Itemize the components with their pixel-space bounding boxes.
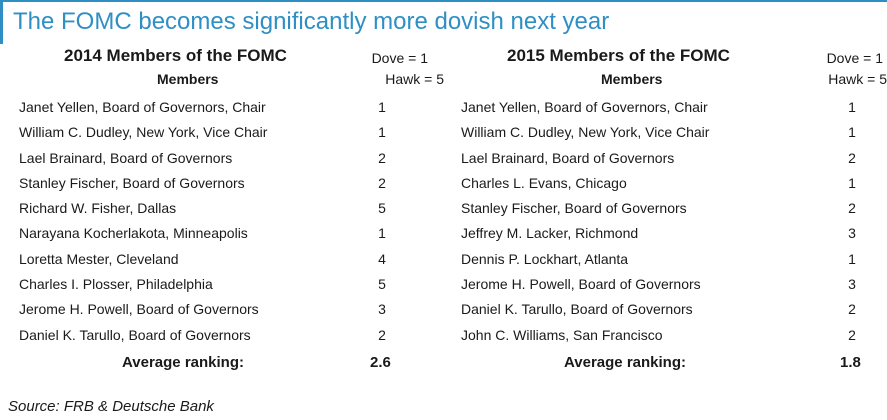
member-score: 2 — [378, 326, 386, 343]
member-name: Janet Yellen, Board of Governors, Chair — [461, 99, 708, 115]
member-score: 1 — [848, 250, 856, 267]
member-score: 1 — [848, 124, 856, 141]
table-row: Stanley Fischer, Board of Governors 2 — [445, 197, 887, 222]
member-name: Lael Brainard, Board of Governors — [461, 149, 675, 166]
member-name: Dennis P. Lockhart, Atlanta — [461, 250, 629, 267]
member-list: Janet Yellen, Board of Governors, Chair 1… — [445, 96, 887, 349]
table-row: Lael Brainard, Board of Governors 2 — [0, 147, 445, 172]
table-title: 2015 Members of the FOMC — [507, 46, 730, 65]
table-row: Lael Brainard, Board of Governors 2 — [445, 147, 887, 172]
dove-legend: Dove = 1 — [826, 50, 883, 66]
member-name: William C. Dudley, New York, Vice Chair — [461, 124, 710, 141]
table-row: Daniel K. Tarullo, Board of Governors 2 — [445, 298, 887, 323]
member-name: Jeffrey M. Lacker, Richmond — [461, 225, 639, 242]
member-name: Stanley Fischer, Board of Governors — [461, 200, 687, 217]
average-label: Average ranking: — [564, 354, 686, 371]
page-title: The FOMC becomes significantly more dovi… — [13, 8, 610, 35]
hawk-legend: Hawk = 5 — [385, 71, 444, 87]
members-header: Members — [601, 71, 663, 87]
member-name: Janet Yellen, Board of Governors, Chair — [19, 99, 266, 115]
table-title: 2014 Members of the FOMC — [64, 46, 287, 65]
average-value: 2.6 — [370, 354, 391, 371]
table-row: Charles L. Evans, Chicago 1 — [445, 172, 887, 197]
member-name: Daniel K. Tarullo, Board of Governors — [461, 301, 693, 318]
member-name: Charles I. Plosser, Philadelphia — [19, 276, 213, 293]
member-score: 1 — [378, 99, 386, 115]
member-score: 2 — [378, 149, 386, 166]
member-name: Lael Brainard, Board of Governors — [19, 149, 233, 166]
table-row: Janet Yellen, Board of Governors, Chair 1 — [445, 96, 887, 121]
member-name: Richard W. Fisher, Dallas — [19, 200, 177, 217]
member-name: Daniel K. Tarullo, Board of Governors — [19, 326, 251, 343]
table-row: Richard W. Fisher, Dallas 5 — [0, 197, 445, 222]
member-name: Narayana Kocherlakota, Minneapolis — [19, 225, 248, 242]
table-row: Jerome H. Powell, Board of Governors 3 — [0, 298, 445, 323]
member-list: Janet Yellen, Board of Governors, Chair 1… — [0, 96, 445, 349]
member-name: Charles L. Evans, Chicago — [461, 174, 627, 191]
table-row: Jerome H. Powell, Board of Governors 3 — [445, 273, 887, 298]
member-score: 2 — [848, 149, 856, 166]
table-row: Daniel K. Tarullo, Board of Governors 2 — [0, 324, 445, 349]
member-score: 3 — [848, 225, 856, 242]
member-score: 5 — [378, 276, 386, 293]
member-score: 3 — [848, 276, 856, 293]
member-score: 2 — [378, 174, 386, 191]
member-score: 1 — [848, 99, 856, 115]
member-score: 2 — [848, 326, 856, 343]
member-score: 5 — [378, 200, 386, 217]
member-score: 4 — [378, 250, 386, 267]
table-row: Janet Yellen, Board of Governors, Chair 1 — [0, 96, 445, 121]
table-row: William C. Dudley, New York, Vice Chair 1 — [445, 121, 887, 146]
average-value: 1.8 — [840, 354, 861, 371]
member-name: Stanley Fischer, Board of Governors — [19, 174, 245, 191]
member-score: 1 — [378, 124, 386, 141]
member-name: Jerome H. Powell, Board of Governors — [461, 276, 701, 293]
dove-legend: Dove = 1 — [371, 50, 428, 66]
member-score: 3 — [378, 301, 386, 318]
member-score: 2 — [848, 200, 856, 217]
source-note: Source: FRB & Deutsche Bank — [8, 398, 214, 415]
member-score: 1 — [848, 174, 856, 191]
member-name: Loretta Mester, Cleveland — [19, 250, 179, 267]
table-row: Charles I. Plosser, Philadelphia 5 — [0, 273, 445, 298]
member-score: 2 — [848, 301, 856, 318]
table-row: Dennis P. Lockhart, Atlanta 1 — [445, 248, 887, 273]
table-row: William C. Dudley, New York, Vice Chair 1 — [0, 121, 445, 146]
table-row: Narayana Kocherlakota, Minneapolis 1 — [0, 222, 445, 247]
average-label: Average ranking: — [122, 354, 244, 371]
member-name: Jerome H. Powell, Board of Governors — [19, 301, 259, 318]
title-bar: The FOMC becomes significantly more dovi… — [0, 0, 887, 44]
member-name: William C. Dudley, New York, Vice Chair — [19, 124, 268, 141]
table-row: Stanley Fischer, Board of Governors 2 — [0, 172, 445, 197]
hawk-legend: Hawk = 5 — [828, 71, 887, 87]
member-score: 1 — [378, 225, 386, 242]
table-row: John C. Williams, San Francisco 2 — [445, 324, 887, 349]
members-header: Members — [157, 71, 219, 87]
member-name: John C. Williams, San Francisco — [461, 326, 663, 343]
table-row: Loretta Mester, Cleveland 4 — [0, 248, 445, 273]
table-row: Jeffrey M. Lacker, Richmond 3 — [445, 222, 887, 247]
